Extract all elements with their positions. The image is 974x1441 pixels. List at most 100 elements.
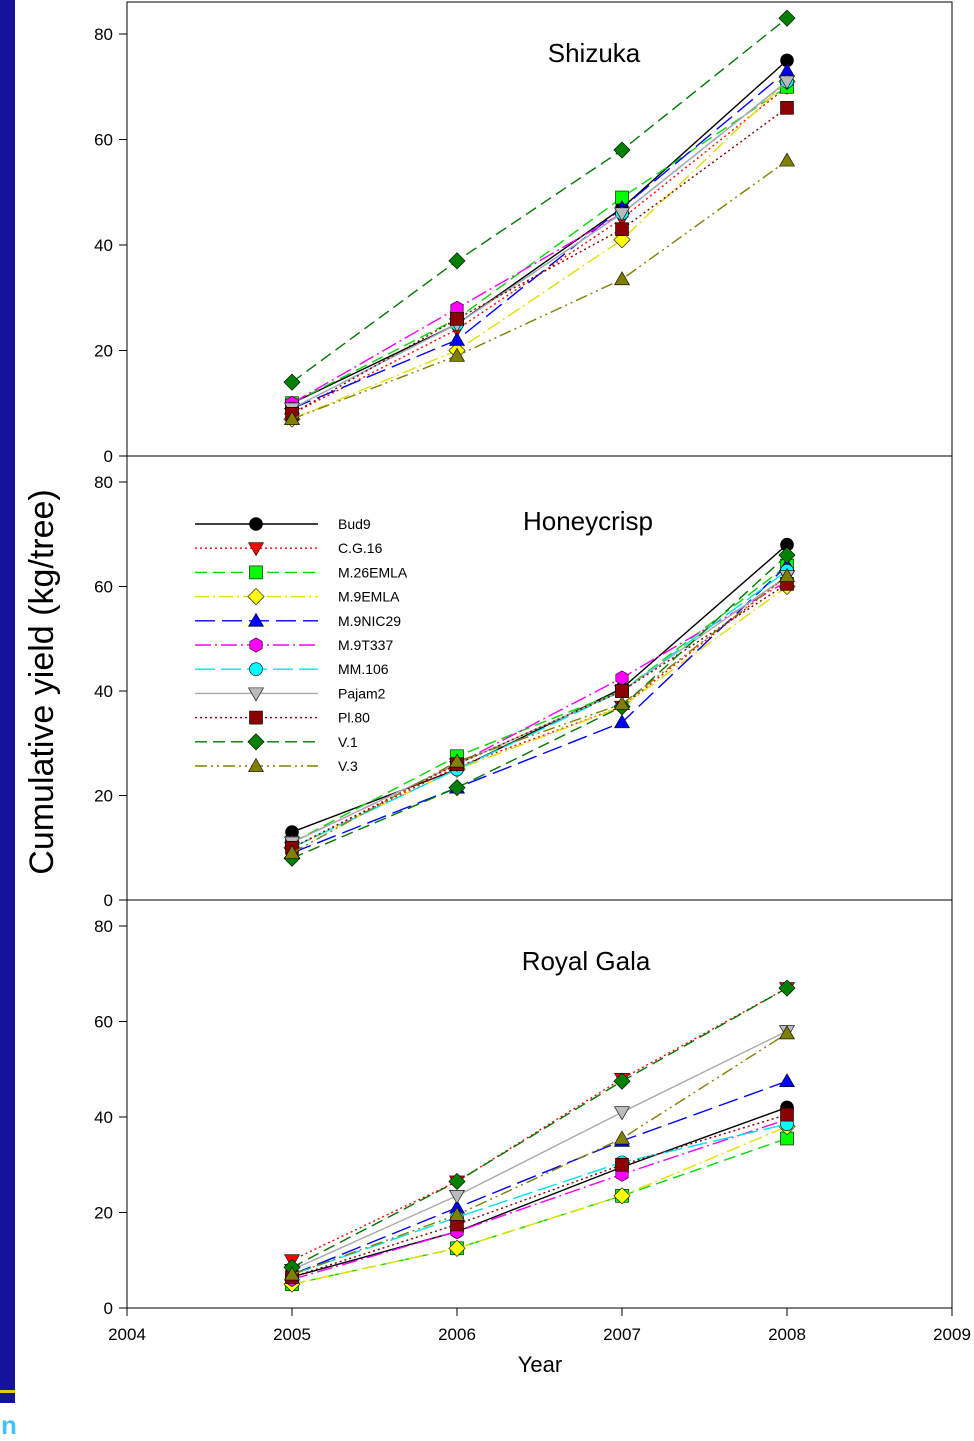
- legend-label: Bud9: [338, 516, 371, 532]
- data-point: [448, 1239, 466, 1257]
- series-pl-80: [285, 1107, 794, 1284]
- legend-label: M.9T337: [338, 637, 393, 653]
- legend-label: C.G.16: [338, 540, 383, 556]
- data-point: [779, 152, 795, 167]
- data-point: [615, 670, 629, 686]
- series-line: [291, 565, 788, 854]
- legend-item-m-9emla: M.9EMLA: [195, 588, 400, 606]
- data-point: [449, 331, 465, 346]
- data-point: [614, 207, 630, 222]
- y-tick-label: 0: [104, 1299, 113, 1318]
- legend-item-v-3: V.3: [195, 757, 358, 774]
- data-point: [615, 222, 629, 236]
- series-line: [291, 86, 788, 404]
- cumulative-yield-chart: 0 20 40 60 80 Shizuka 0 20 40 60 80 Honeycrisp 0 20 40…: [23, 1, 971, 1377]
- series-line: [291, 107, 788, 415]
- legend-item-m-9nic29: M.9NIC29: [195, 612, 401, 629]
- data-point: [779, 1025, 795, 1040]
- legend-marker: [248, 757, 264, 772]
- data-point: [779, 567, 795, 582]
- data-point: [450, 312, 464, 326]
- y-tick-label: 80: [94, 917, 113, 936]
- data-point: [614, 695, 630, 710]
- data-point: [613, 141, 631, 159]
- series-line: [291, 554, 788, 859]
- panel-title: Honeycrisp: [523, 506, 653, 536]
- legend: Bud9 C.G.16 M.26EMLA M.9EMLA M.9NIC29 M.9T337…: [195, 516, 408, 774]
- y-tick-label: 20: [94, 787, 113, 806]
- y-tick-label: 40: [94, 236, 113, 255]
- data-point: [779, 75, 795, 90]
- legend-label: MM.106: [338, 661, 389, 677]
- x-tick-label: 2004: [108, 1325, 146, 1344]
- y-tick-label: 60: [94, 578, 113, 597]
- series-line: [291, 987, 788, 1261]
- data-point: [780, 101, 794, 115]
- data-point: [449, 347, 465, 362]
- series-v-3: [284, 567, 795, 859]
- series-line: [291, 59, 788, 404]
- panel-title: Shizuka: [548, 38, 641, 68]
- data-point: [449, 753, 465, 768]
- series-line: [291, 544, 788, 833]
- x-tick-label: 2009: [933, 1325, 971, 1344]
- data-point: [448, 779, 466, 797]
- y-tick-label: 40: [94, 1108, 113, 1127]
- series-v-3: [284, 1025, 795, 1281]
- data-point: [449, 1189, 465, 1204]
- data-point: [614, 714, 630, 729]
- data-point: [283, 373, 301, 391]
- y-tick-label: 60: [94, 131, 113, 150]
- x-tick-label: 2005: [273, 1325, 311, 1344]
- series-line: [291, 1030, 788, 1271]
- data-point: [284, 410, 300, 425]
- legend-item-m-9t337: M.9T337: [195, 637, 393, 653]
- data-point: [448, 252, 466, 270]
- data-point: [613, 1187, 631, 1205]
- legend-marker: [248, 687, 264, 702]
- series-line: [291, 1118, 788, 1281]
- plot-frame: [126, 899, 953, 1309]
- panel-honeycrisp: 0 20 40 60 80 Honeycrisp: [94, 455, 953, 910]
- legend-marker: [247, 733, 265, 751]
- series-pajam2: [284, 1025, 795, 1278]
- series-line: [291, 583, 788, 849]
- data-point: [614, 271, 630, 286]
- legend-marker: [249, 662, 263, 677]
- series-line: [291, 1137, 788, 1285]
- y-tick-label: 80: [94, 473, 113, 492]
- panel-title: Royal Gala: [522, 946, 651, 976]
- legend-marker: [249, 565, 263, 580]
- series-bud9: [285, 1100, 794, 1284]
- strip-accent-line: [0, 1390, 15, 1393]
- series-line: [291, 70, 788, 410]
- legend-label: V.3: [338, 758, 358, 774]
- data-point: [284, 844, 300, 859]
- series-c-g-16: [284, 982, 795, 1269]
- y-tick-label: 20: [94, 1204, 113, 1223]
- legend-marker: [248, 612, 264, 627]
- legend-item-v-1: V.1: [195, 733, 358, 751]
- y-tick-label: 0: [104, 891, 113, 910]
- series-line: [291, 1125, 788, 1285]
- legend-marker: [249, 637, 263, 653]
- legend-item-m-26emla: M.26EMLA: [195, 564, 408, 580]
- series-mm-106: [285, 74, 794, 416]
- legend-marker: [249, 517, 263, 531]
- series-m-9t337: [285, 73, 794, 411]
- legend-label: V.1: [338, 734, 358, 750]
- series-v-1: [283, 9, 796, 391]
- legend-item-mm-106: MM.106: [195, 661, 389, 677]
- series-m-9emla: [283, 1118, 796, 1293]
- series-bud9: [285, 53, 794, 411]
- series-v-1: [283, 979, 796, 1276]
- series-pajam2: [284, 75, 795, 417]
- series-line: [291, 565, 788, 844]
- legend-marker: [249, 710, 263, 725]
- y-tick-label: 80: [94, 25, 113, 44]
- legend-item-c-g-16: C.G.16: [195, 540, 383, 557]
- series-line: [291, 1080, 788, 1276]
- data-point: [449, 1206, 465, 1221]
- data-point: [613, 1072, 631, 1090]
- legend-label: M.9EMLA: [338, 589, 400, 605]
